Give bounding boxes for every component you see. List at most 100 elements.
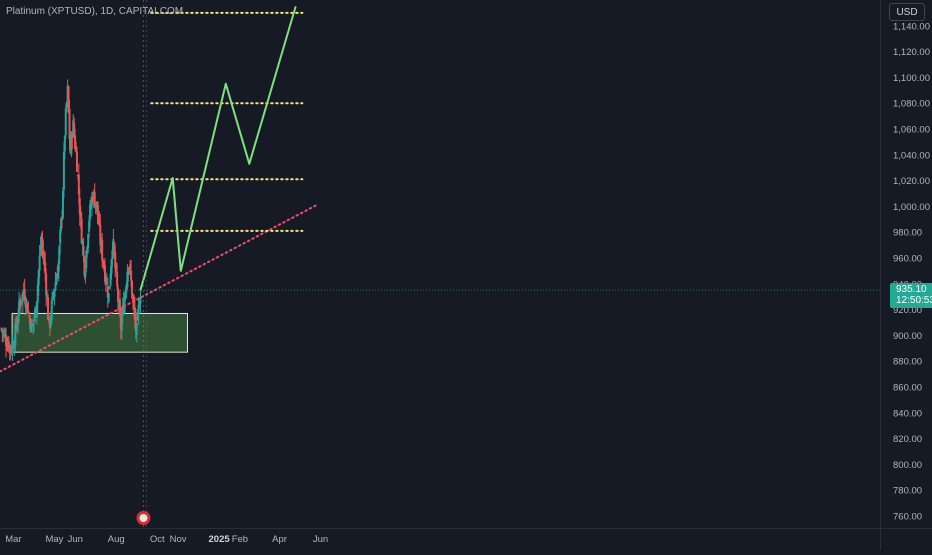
- y-tick-label: 1,020.00: [893, 176, 930, 187]
- candle-body: [82, 245, 85, 255]
- candle-body: [2, 331, 5, 333]
- candle-body: [25, 300, 28, 305]
- currency-button[interactable]: USD: [889, 3, 925, 21]
- candle-body: [61, 190, 64, 218]
- candle-body: [68, 108, 71, 140]
- candle-body: [63, 136, 66, 152]
- x-tick-label: Jun: [68, 534, 83, 545]
- x-tick-label: Oct: [150, 534, 165, 545]
- y-tick-label: 1,040.00: [893, 150, 930, 161]
- y-tick-label: 760.00: [893, 512, 922, 523]
- candle-body: [59, 230, 62, 244]
- candle-body: [47, 297, 50, 320]
- candle-body: [28, 315, 31, 318]
- candle-body: [1, 329, 4, 333]
- candle-body: [116, 272, 119, 287]
- candle-body: [50, 300, 53, 321]
- candle-body: [67, 86, 70, 113]
- candle-body: [115, 265, 118, 271]
- candle-body: [64, 108, 67, 136]
- candle-body: [11, 343, 14, 354]
- candle-body: [106, 286, 109, 298]
- candle-body: [41, 238, 44, 249]
- candle-body: [118, 298, 121, 316]
- y-tick-label: 1,000.00: [893, 202, 930, 213]
- y-tick-label: 860.00: [893, 383, 922, 394]
- candle-body: [86, 246, 89, 254]
- x-tick-label: Nov: [170, 534, 187, 545]
- candle-body: [128, 267, 131, 269]
- candle-body: [57, 263, 60, 279]
- candle-body: [101, 239, 104, 261]
- candle-body: [35, 301, 38, 318]
- candle-body: [105, 282, 108, 285]
- y-tick-label: 1,100.00: [893, 73, 930, 84]
- x-tick-label: 2025: [209, 534, 231, 545]
- candle-body: [93, 192, 96, 207]
- candle-body: [133, 307, 136, 320]
- y-tick-label: 880.00: [893, 357, 922, 368]
- candle-body: [54, 282, 57, 290]
- y-tick-label: 1,120.00: [893, 47, 930, 58]
- candle-body: [108, 285, 111, 290]
- candle-body: [26, 304, 29, 314]
- candle-body: [49, 317, 52, 325]
- candle-body: [36, 284, 39, 303]
- y-tick-label: 900.00: [893, 331, 922, 342]
- candle-body: [42, 251, 45, 259]
- candle-body: [78, 198, 81, 215]
- candle-body: [120, 318, 123, 332]
- candle-body: [74, 135, 77, 149]
- candle-body: [89, 204, 92, 220]
- candle-body: [81, 243, 84, 245]
- candle-body: [19, 302, 22, 305]
- candle-body: [110, 259, 113, 274]
- candle-body: [21, 292, 24, 302]
- support-zone: [11, 312, 188, 353]
- candle-body: [127, 267, 130, 275]
- candle-body: [98, 221, 101, 224]
- y-tick-label: 960.00: [893, 254, 922, 265]
- candle-body: [23, 289, 26, 302]
- candle-body: [111, 249, 114, 259]
- event-icon-inner: [139, 514, 148, 522]
- candle-body: [88, 220, 91, 232]
- candle-body: [114, 252, 117, 269]
- candle-body: [87, 234, 90, 249]
- y-tick-label: 780.00: [893, 486, 922, 497]
- candle-body: [107, 293, 110, 302]
- candle-body: [14, 323, 17, 346]
- candle-body: [30, 320, 33, 333]
- candle-body: [104, 278, 107, 284]
- candle-body: [17, 318, 20, 323]
- last-price-value: 935.10: [896, 284, 927, 295]
- candle-body: [13, 344, 16, 349]
- trendline: [0, 204, 318, 373]
- candle-body: [38, 255, 41, 271]
- candle-body: [117, 288, 120, 303]
- candle-body: [85, 250, 88, 269]
- candle-body: [135, 323, 138, 336]
- candle-body: [109, 273, 112, 286]
- candle-body: [51, 292, 54, 301]
- y-tick-label: 980.00: [893, 228, 922, 239]
- candle-body: [70, 134, 73, 155]
- candle-body: [58, 246, 61, 264]
- candle-body: [124, 289, 127, 299]
- candle-body: [43, 258, 46, 262]
- candle-body: [130, 270, 133, 281]
- x-tick-label: Feb: [232, 534, 248, 545]
- candle-body: [44, 262, 47, 274]
- candle-body: [3, 332, 6, 336]
- candle-body: [103, 265, 106, 282]
- y-tick-label: 820.00: [893, 434, 922, 445]
- candle-body: [4, 334, 7, 336]
- x-tick-label: May: [45, 534, 63, 545]
- x-tick-label: Mar: [5, 534, 21, 545]
- candle-body: [79, 212, 82, 218]
- x-tick-label: Aug: [108, 534, 125, 545]
- candle-body: [132, 297, 135, 310]
- x-tick-label: Jun: [313, 534, 328, 545]
